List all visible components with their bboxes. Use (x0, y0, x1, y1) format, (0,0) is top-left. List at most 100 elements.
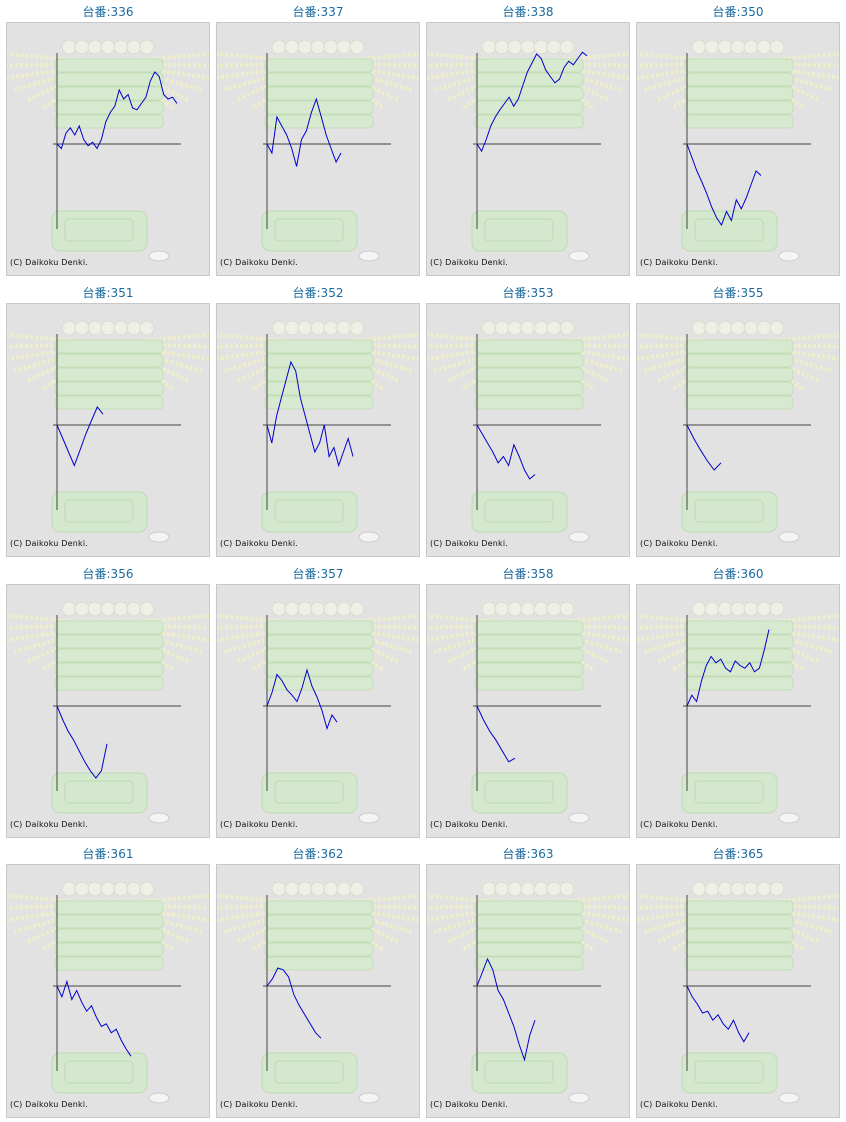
machine-card: 台番:360 (C) Daikoku Denki. (636, 562, 840, 839)
graph-axes (263, 615, 391, 791)
machine-number-link[interactable]: 台番:338 (502, 5, 554, 19)
slump-graph[interactable]: (C) Daikoku Denki. (426, 584, 630, 838)
machine-number-link[interactable]: 台番:350 (712, 5, 764, 19)
background-artwork (427, 601, 629, 824)
slump-line (476, 705, 516, 763)
machine-card: 台番:337 (C) Daikoku Denki. (216, 0, 420, 277)
background-artwork (637, 881, 839, 1104)
slump-line (476, 51, 588, 153)
background-artwork (637, 320, 839, 543)
copyright-text: (C) Daikoku Denki. (10, 820, 89, 829)
machine-card: 台番:357 (C) Daikoku Denki. (216, 562, 420, 839)
copyright-text: (C) Daikoku Denki. (430, 820, 509, 829)
slump-graph[interactable]: (C) Daikoku Denki. (6, 864, 210, 1118)
machine-card: 台番:356 (C) Daikoku Denki. (6, 562, 210, 839)
machine-number-link[interactable]: 台番:353 (502, 286, 554, 300)
machine-card: 台番:353 (C) Daikoku Denki. (426, 281, 630, 558)
machine-number-link[interactable]: 台番:336 (82, 5, 134, 19)
graph-axes (53, 334, 181, 510)
slump-graph[interactable]: (C) Daikoku Denki. (216, 864, 420, 1118)
slump-line (56, 979, 132, 1057)
slump-line (56, 406, 104, 467)
machine-card: 台番:363 (C) Daikoku Denki. (426, 842, 630, 1119)
graph-axes (683, 615, 811, 791)
graph-axes (53, 615, 181, 791)
slump-line (686, 985, 750, 1043)
machine-card: 台番:336 (C) Daikoku Denki. (6, 0, 210, 277)
slump-line (56, 71, 178, 150)
copyright-text: (C) Daikoku Denki. (640, 539, 719, 548)
copyright-text: (C) Daikoku Denki. (220, 539, 299, 548)
graph-axes (263, 895, 391, 1071)
slump-graph[interactable]: (C) Daikoku Denki. (636, 22, 840, 276)
machine-number-link[interactable]: 台番:360 (712, 567, 764, 581)
slump-graph[interactable]: (C) Daikoku Denki. (636, 584, 840, 838)
machine-number-link[interactable]: 台番:352 (292, 286, 344, 300)
slump-line (56, 705, 108, 779)
slump-graph[interactable]: (C) Daikoku Denki. (6, 22, 210, 276)
machine-number-link[interactable]: 台番:356 (82, 567, 134, 581)
machine-card: 台番:338 (C) Daikoku Denki. (426, 0, 630, 277)
machine-number-link[interactable]: 台番:361 (82, 847, 134, 861)
graph-axes (473, 895, 601, 1071)
slump-graph[interactable]: (C) Daikoku Denki. (636, 864, 840, 1118)
background-artwork (7, 881, 209, 1104)
graph-axes (53, 895, 181, 1071)
slump-graph[interactable]: (C) Daikoku Denki. (216, 303, 420, 557)
background-artwork (427, 320, 629, 543)
copyright-text: (C) Daikoku Denki. (220, 258, 299, 267)
background-artwork (637, 39, 839, 262)
machine-card: 台番:361 (C) Daikoku Denki. (6, 842, 210, 1119)
copyright-text: (C) Daikoku Denki. (430, 258, 509, 267)
slump-line (686, 143, 762, 227)
copyright-text: (C) Daikoku Denki. (640, 1100, 719, 1109)
background-artwork (217, 601, 419, 824)
slump-graph[interactable]: (C) Daikoku Denki. (216, 22, 420, 276)
slump-graph[interactable]: (C) Daikoku Denki. (426, 864, 630, 1118)
machine-number-link[interactable]: 台番:357 (292, 567, 344, 581)
slump-line (686, 629, 770, 707)
background-artwork (7, 601, 209, 824)
graph-axes (263, 53, 391, 229)
graph-axes (683, 895, 811, 1071)
machine-card: 台番:358 (C) Daikoku Denki. (426, 562, 630, 839)
copyright-text: (C) Daikoku Denki. (430, 1100, 509, 1109)
machine-card: 台番:365 (C) Daikoku Denki. (636, 842, 840, 1119)
slump-line (476, 957, 536, 1062)
graph-axes (473, 334, 601, 510)
machine-number-link[interactable]: 台番:351 (82, 286, 134, 300)
machine-number-link[interactable]: 台番:362 (292, 847, 344, 861)
background-artwork (637, 601, 839, 824)
machine-card: 台番:362 (C) Daikoku Denki. (216, 842, 420, 1119)
background-artwork (7, 320, 209, 543)
slump-line (686, 424, 722, 471)
slump-graph[interactable]: (C) Daikoku Denki. (636, 303, 840, 557)
machine-number-link[interactable]: 台番:363 (502, 847, 554, 861)
background-artwork (217, 881, 419, 1104)
machine-number-link[interactable]: 台番:337 (292, 5, 344, 19)
slump-graph[interactable]: (C) Daikoku Denki. (6, 303, 210, 557)
machine-card: 台番:350 (C) Daikoku Denki. (636, 0, 840, 277)
graph-axes (473, 53, 601, 229)
background-artwork (217, 39, 419, 262)
slump-graph[interactable]: (C) Daikoku Denki. (216, 584, 420, 838)
graph-axes (473, 615, 601, 791)
slump-graph[interactable]: (C) Daikoku Denki. (426, 22, 630, 276)
slump-line (266, 97, 342, 167)
machine-number-link[interactable]: 台番:355 (712, 286, 764, 300)
machine-card: 台番:351 (C) Daikoku Denki. (6, 281, 210, 558)
background-artwork (427, 881, 629, 1104)
slump-graph[interactable]: (C) Daikoku Denki. (6, 584, 210, 838)
graph-axes (263, 334, 391, 510)
graph-axes (683, 334, 811, 510)
copyright-text: (C) Daikoku Denki. (10, 539, 89, 548)
machine-card: 台番:355 (C) Daikoku Denki. (636, 281, 840, 558)
copyright-text: (C) Daikoku Denki. (430, 539, 509, 548)
slump-line (266, 668, 338, 731)
slump-line (266, 967, 322, 1039)
graph-axes (683, 53, 811, 229)
slump-graph[interactable]: (C) Daikoku Denki. (426, 303, 630, 557)
machine-number-link[interactable]: 台番:358 (502, 567, 554, 581)
copyright-text: (C) Daikoku Denki. (10, 1100, 89, 1109)
machine-number-link[interactable]: 台番:365 (712, 847, 764, 861)
